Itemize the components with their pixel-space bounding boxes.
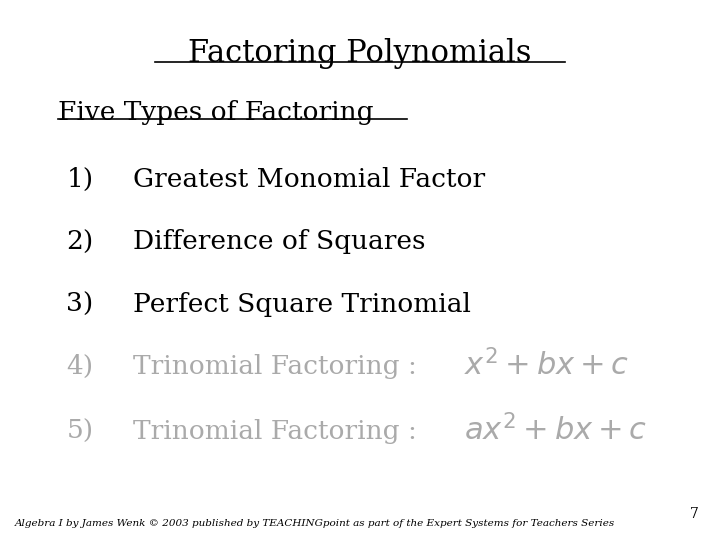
Text: 5): 5) bbox=[66, 418, 94, 443]
Text: 3): 3) bbox=[66, 292, 94, 316]
Text: $x^2 + bx + c$: $x^2 + bx + c$ bbox=[464, 349, 630, 382]
Text: Trinomial Factoring :: Trinomial Factoring : bbox=[133, 418, 434, 443]
Text: Difference of Squares: Difference of Squares bbox=[133, 230, 426, 254]
Text: 2): 2) bbox=[66, 230, 94, 254]
Text: $ax^2 + bx + c$: $ax^2 + bx + c$ bbox=[464, 414, 647, 447]
Text: 4): 4) bbox=[66, 354, 94, 379]
Text: 7: 7 bbox=[690, 507, 698, 521]
Text: Five Types of Factoring: Five Types of Factoring bbox=[58, 100, 373, 125]
Text: Factoring Polynomials: Factoring Polynomials bbox=[188, 38, 532, 69]
Text: Greatest Monomial Factor: Greatest Monomial Factor bbox=[133, 167, 485, 192]
Text: Trinomial Factoring :: Trinomial Factoring : bbox=[133, 354, 434, 379]
Text: 1): 1) bbox=[66, 167, 94, 192]
Text: Perfect Square Trinomial: Perfect Square Trinomial bbox=[133, 292, 471, 316]
Text: Algebra I by James Wenk © 2003 published by TEACHINGpoint as part of the Expert : Algebra I by James Wenk © 2003 published… bbox=[14, 519, 615, 528]
